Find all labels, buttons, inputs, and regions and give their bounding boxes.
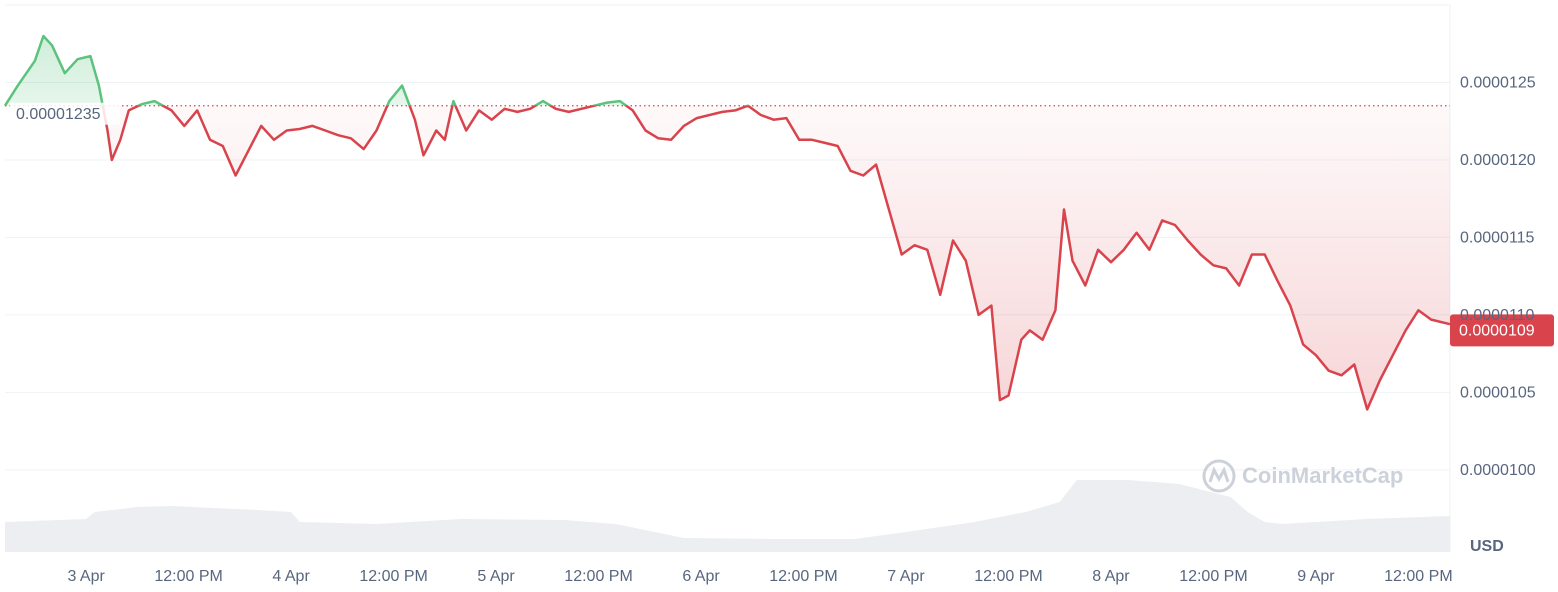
current-price-label: 0.0000109 xyxy=(1459,323,1535,340)
watermark-text: CoinMarketCap xyxy=(1242,463,1403,488)
y-tick-label: 0.0000105 xyxy=(1460,385,1536,402)
x-tick-label: 3 Apr xyxy=(67,568,105,585)
x-tick-label: 5 Apr xyxy=(477,568,515,585)
x-tick-label: 6 Apr xyxy=(682,568,720,585)
x-tick-label: 12:00 PM xyxy=(154,568,222,585)
watermark-logo xyxy=(1202,459,1236,493)
x-tick-label: 7 Apr xyxy=(887,568,925,585)
watermark-logo xyxy=(1208,466,1230,483)
y-tick-label: 0.0000120 xyxy=(1460,152,1536,169)
x-tick-label: 12:00 PM xyxy=(564,568,632,585)
x-tick-label: 9 Apr xyxy=(1297,568,1335,585)
currency-label: USD xyxy=(1470,538,1504,555)
x-tick-label: 4 Apr xyxy=(272,568,310,585)
volume-layer xyxy=(5,480,1450,552)
price-area xyxy=(5,36,1450,410)
current-price-badge xyxy=(1450,314,1554,347)
y-tick-label: 0.0000110 xyxy=(1460,307,1535,324)
baseline-label: 0.00001235 xyxy=(16,106,101,123)
price-layer: 0.00001235 0.0000109 xyxy=(3,34,1554,411)
volume-area xyxy=(5,480,1450,552)
x-tick-label: 12:00 PM xyxy=(359,568,427,585)
y-tick-label: 0.0000125 xyxy=(1460,75,1536,92)
price-line xyxy=(3,34,1451,411)
y-tick-label: 0.0000115 xyxy=(1460,230,1535,247)
y-tick-label: 0.0000100 xyxy=(1460,462,1536,479)
x-tick-label: 8 Apr xyxy=(1092,568,1130,585)
x-tick-label: 12:00 PM xyxy=(1179,568,1247,585)
x-tick-label: 12:00 PM xyxy=(1384,568,1452,585)
x-tick-label: 12:00 PM xyxy=(769,568,837,585)
grid xyxy=(5,81,1450,471)
watermark: CoinMarketCap xyxy=(1202,459,1403,493)
baseline-label-bg xyxy=(10,102,120,125)
x-tick-label: 12:00 PM xyxy=(974,568,1042,585)
